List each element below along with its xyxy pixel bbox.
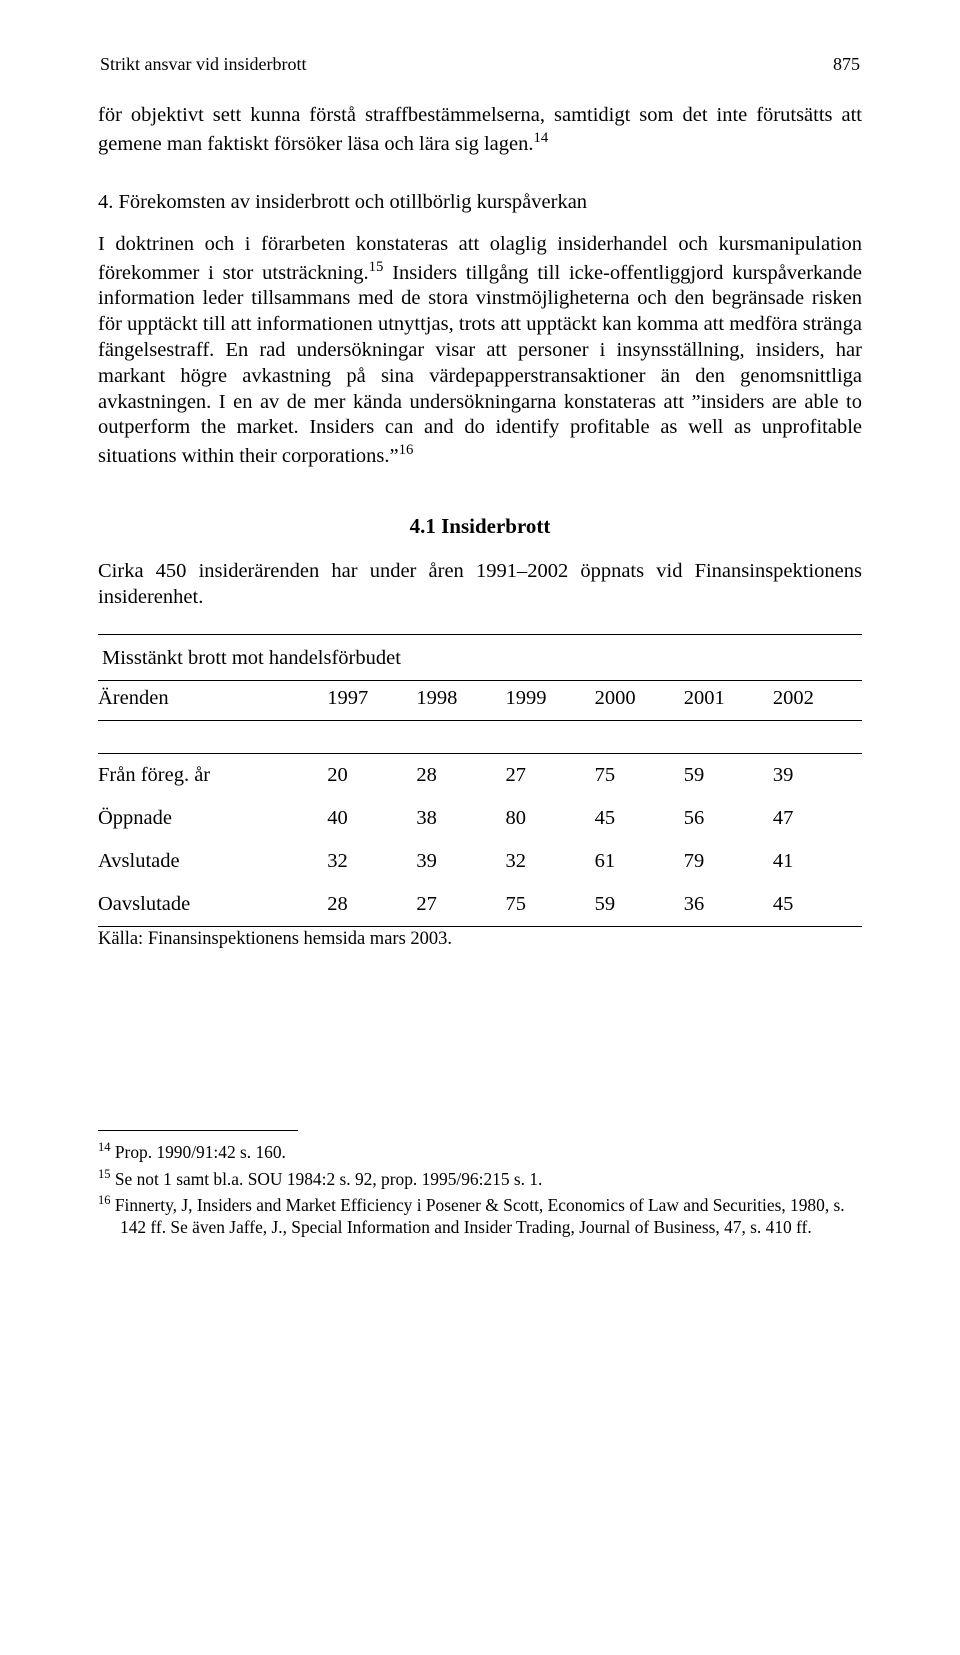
table-row: Oavslutade 28 27 75 59 36 45 [98,883,862,927]
table-row-label: Avslutade [98,840,327,883]
table-cell: 59 [684,754,773,797]
table-row-label: Oavslutade [98,883,327,927]
table-cell: 38 [416,797,505,840]
table-cell: 32 [506,840,595,883]
running-title: Strikt ansvar vid insiderbrott [100,54,306,75]
table-cell: 61 [595,840,684,883]
table-row-label: Från föreg. år [98,754,327,797]
section-4-body-b: Insiders tillgång till icke-offentliggjo… [98,261,862,467]
table-header-3: 1999 [506,681,595,721]
table-cell: 56 [684,797,773,840]
footnote-text-16: Finnerty, J, Insiders and Market Efficie… [111,1194,845,1236]
section-4-body: I doktrinen och i förarbeten konstateras… [98,232,862,470]
table-title: Misstänkt brott mot handelsförbudet [98,635,862,681]
section-4-1-heading: 4.1 Insiderbrott [98,514,862,539]
footnote-14: 14 Prop. 1990/91:42 s. 160. [98,1139,858,1163]
footnote-text-15: Se not 1 samt bl.a. SOU 1984:2 s. 92, pr… [111,1168,543,1188]
table-cell: 40 [327,797,416,840]
footnote-ref-16: 16 [399,442,414,458]
table-header-1: 1997 [327,681,416,721]
footnote-15: 15 Se not 1 samt bl.a. SOU 1984:2 s. 92,… [98,1166,858,1190]
table-row: Avslutade 32 39 32 61 79 41 [98,840,862,883]
table-cell: 59 [595,883,684,927]
table-cell: 27 [416,883,505,927]
opening-paragraph: för objektivt sett kunna förstå straffbe… [98,103,862,157]
table-spacer [98,721,862,754]
opening-paragraph-text: för objektivt sett kunna förstå straffbe… [98,104,862,155]
table-header-row: Ärenden 1997 1998 1999 2000 2001 2002 [98,681,862,721]
table-row: Öppnade 40 38 80 45 56 47 [98,797,862,840]
footnotes: 14 Prop. 1990/91:42 s. 160. 15 Se not 1 … [98,1139,858,1237]
table-cell: 20 [327,754,416,797]
table-cell: 28 [327,883,416,927]
section-4-1-intro: Cirka 450 insiderärenden har under åren … [98,559,862,611]
table-header-5: 2001 [684,681,773,721]
section-4-heading: 4. Förekomsten av insiderbrott och otill… [98,189,862,215]
table-title-row: Misstänkt brott mot handelsförbudet [98,635,862,681]
footnote-16: 16 Finnerty, J, Insiders and Market Effi… [98,1192,858,1238]
table-header-4: 2000 [595,681,684,721]
page: Strikt ansvar vid insiderbrott 875 för o… [0,0,960,1300]
table-cell: 75 [506,883,595,927]
table-cell: 45 [773,883,862,927]
table-cell: 75 [595,754,684,797]
table-header-2: 1998 [416,681,505,721]
table-header-6: 2002 [773,681,862,721]
footnote-num-15: 15 [98,1167,111,1181]
table-cell: 39 [416,840,505,883]
table-cell: 41 [773,840,862,883]
table-cell: 80 [506,797,595,840]
table-cell: 79 [684,840,773,883]
footnote-ref-15: 15 [369,259,384,275]
table-cell: 27 [506,754,595,797]
table-source: Källa: Finansinspektionens hemsida mars … [98,929,862,950]
table-header-0: Ärenden [98,681,327,721]
table-row-label: Öppnade [98,797,327,840]
footnotes-rule [98,1130,298,1139]
footnote-ref-14: 14 [533,130,548,146]
table-cell: 36 [684,883,773,927]
page-number: 875 [833,54,860,75]
table-cell: 45 [595,797,684,840]
table-cell: 32 [327,840,416,883]
cases-table: Misstänkt brott mot handelsförbudet Ären… [98,634,862,927]
footnote-text-14: Prop. 1990/91:42 s. 160. [111,1142,286,1162]
table-rule-bottom [98,927,862,928]
footnote-num-16: 16 [98,1193,111,1207]
table-cell: 39 [773,754,862,797]
table-cell: 28 [416,754,505,797]
table-cell: 47 [773,797,862,840]
running-head: Strikt ansvar vid insiderbrott 875 [98,54,862,75]
table-row: Från föreg. år 20 28 27 75 59 39 [98,754,862,797]
footnote-num-14: 14 [98,1140,111,1154]
